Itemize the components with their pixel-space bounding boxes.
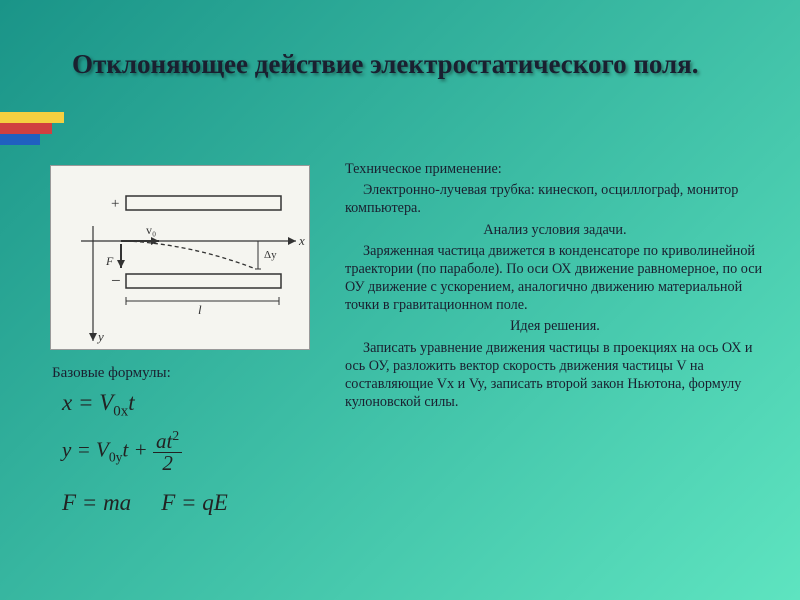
left-column: + − x y v₀ F Δy <box>50 165 310 524</box>
svg-text:F: F <box>105 254 114 268</box>
svg-text:x: x <box>298 233 305 248</box>
svg-text:l: l <box>198 302 202 317</box>
diagram: + − x y v₀ F Δy <box>50 165 310 350</box>
formulas-block: x = V0xt y = V0yt + at2 2 F = ma F = qE <box>50 390 310 524</box>
svg-text:v₀: v₀ <box>146 223 156 237</box>
accent-bar-red <box>0 123 52 134</box>
accent-bar-blue <box>0 134 40 145</box>
accent-bar-yellow <box>0 112 64 123</box>
tech-application-head: Техническое применение: <box>345 160 765 178</box>
formula-fma: F = ma <box>62 490 131 516</box>
idea-head: Идея решения. <box>345 317 765 335</box>
formula-x: x = V0xt <box>62 390 310 421</box>
svg-text:Δy: Δy <box>264 249 277 261</box>
svg-text:−: − <box>111 271 121 290</box>
svg-text:y: y <box>96 329 104 344</box>
svg-text:+: + <box>111 196 119 212</box>
formula-caption: Базовые формулы: <box>50 365 310 382</box>
formula-fqe: F = qE <box>161 490 228 516</box>
analysis-body: Заряженная частица движется в конденсато… <box>345 242 765 315</box>
accent-bars <box>0 112 64 145</box>
analysis-head: Анализ условия задачи. <box>345 221 765 239</box>
page-title: Отклоняющее действие электростатического… <box>72 48 760 80</box>
tech-application-body: Электронно-лучевая трубка: кинескоп, осц… <box>345 181 765 217</box>
idea-body: Записать уравнение движения частицы в пр… <box>345 339 765 412</box>
formula-y: y = V0yt + at2 2 <box>62 429 310 474</box>
right-column: Техническое применение: Электронно-лучев… <box>345 160 765 414</box>
